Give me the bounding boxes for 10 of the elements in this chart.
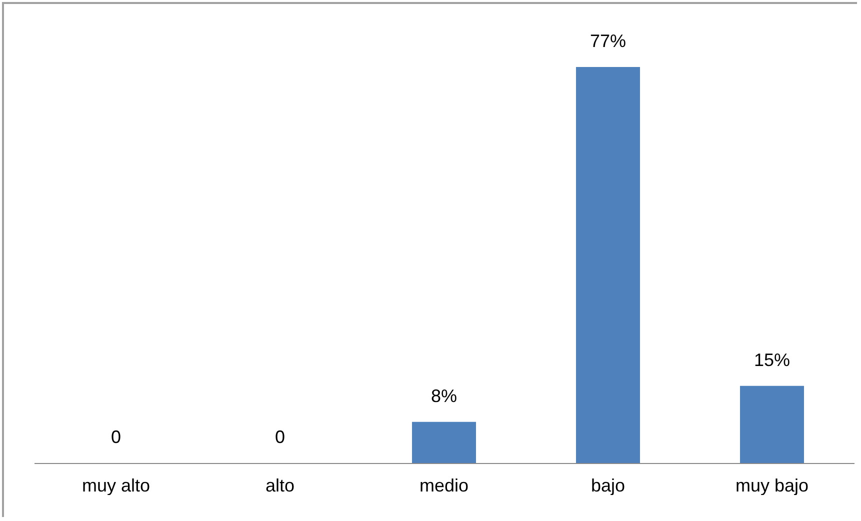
data-label: 0 [110,427,122,447]
data-label: 0 [274,427,286,447]
x-tick-label: medio [419,476,469,496]
x-tick-label: alto [265,476,295,496]
data-label: 77% [590,31,626,51]
x-tick-label: bajo [590,476,626,496]
data-label: 15% [754,350,790,370]
x-tick-label: muy bajo [735,476,809,496]
x-tick-label: muy alto [82,476,150,496]
data-label: 8% [430,386,458,406]
